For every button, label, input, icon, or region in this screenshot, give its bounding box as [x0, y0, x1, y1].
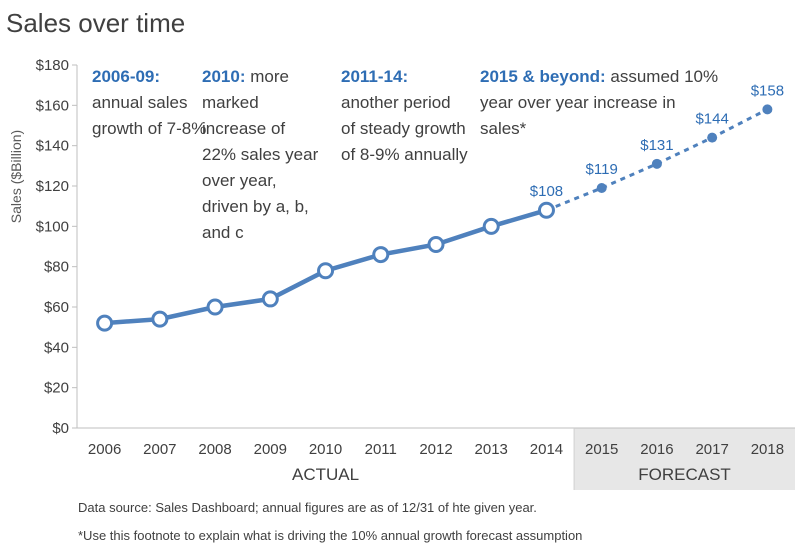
- x-tick-label: 2014: [530, 441, 563, 458]
- group-label: ACTUAL: [292, 465, 359, 484]
- actual-point: [317, 262, 335, 280]
- annotation-2010: 2010: more marked increase of 22% sales …: [202, 64, 320, 246]
- x-tick-label: 2010: [309, 441, 342, 458]
- data-label: $144: [695, 111, 728, 128]
- forecast-point: [762, 104, 773, 115]
- x-tick-label: 2013: [475, 441, 508, 458]
- forecast-point: [651, 158, 662, 169]
- annotation-body: assumed 10% year over year increase in s…: [480, 67, 719, 138]
- y-tick-label: $160: [36, 97, 69, 114]
- group-label: FORECAST: [638, 465, 731, 484]
- x-tick-label: 2015: [585, 441, 618, 458]
- y-tick-label: $140: [36, 138, 69, 155]
- annotation-2011-14: 2011-14: another period of steady growth…: [341, 64, 469, 168]
- actual-point: [537, 201, 555, 219]
- x-tick-label: 2017: [695, 441, 728, 458]
- annotation-head: 2011-14:: [341, 67, 409, 86]
- forecast-line: [545, 108, 769, 212]
- actual-point: [261, 290, 279, 308]
- data-label: $158: [751, 82, 784, 99]
- annotation-head: 2010:: [202, 67, 246, 86]
- chart-title: Sales over time: [6, 8, 186, 38]
- y-tick-label: $80: [44, 259, 69, 276]
- x-tick-label: 2008: [198, 441, 231, 458]
- actual-point: [96, 314, 114, 332]
- y-axis-label: Sales ($Billion): [8, 130, 24, 223]
- x-tick-label: 2016: [640, 441, 673, 458]
- annotation-2015-beyond: 2015 & beyond: assumed 10% year over yea…: [480, 64, 720, 142]
- y-tick-label: $180: [36, 57, 69, 74]
- x-tick-label: 2007: [143, 441, 176, 458]
- annotation-body: another period of steady growth of 8-9% …: [341, 93, 468, 164]
- data-label: $119: [586, 161, 618, 178]
- actual-point: [206, 298, 224, 316]
- x-tick-label: 2011: [365, 441, 397, 458]
- data-label: $108: [530, 183, 563, 200]
- x-tick-label: 2012: [419, 441, 452, 458]
- annotation-2006-09: 2006-09: annual sales growth of 7-8%: [92, 64, 207, 142]
- forecast-band: [574, 428, 795, 490]
- annotation-body: more marked increase of 22% sales year o…: [202, 67, 319, 242]
- x-tick-label: 2009: [254, 441, 287, 458]
- footnote-source: Data source: Sales Dashboard; annual fig…: [78, 500, 537, 515]
- footnote-forecast: *Use this footnote to explain what is dr…: [78, 528, 583, 543]
- actual-point: [151, 310, 169, 328]
- y-tick-label: $0: [52, 420, 69, 437]
- annotation-body: annual sales growth of 7-8%: [92, 93, 207, 138]
- x-tick-label: 2018: [751, 441, 784, 458]
- annotation-head: 2006-09:: [92, 67, 161, 86]
- data-label: $131: [640, 137, 673, 154]
- annotation-head: 2015 & beyond:: [480, 67, 606, 86]
- y-tick-label: $120: [36, 178, 69, 195]
- y-tick-label: $100: [36, 218, 69, 235]
- actual-point: [427, 235, 445, 253]
- x-tick-label: 2006: [88, 441, 121, 458]
- y-tick-label: $40: [44, 339, 69, 356]
- forecast-point: [596, 183, 607, 194]
- line-chart: $0 $20 $40 $60 $80 $100 $120 $140 $160 $180 Sales …: [8, 57, 795, 490]
- y-tick-label: $60: [44, 299, 69, 316]
- y-tick-label: $20: [44, 380, 69, 397]
- actual-point: [372, 246, 390, 264]
- actual-point: [482, 217, 500, 235]
- forecast-point: [707, 132, 718, 143]
